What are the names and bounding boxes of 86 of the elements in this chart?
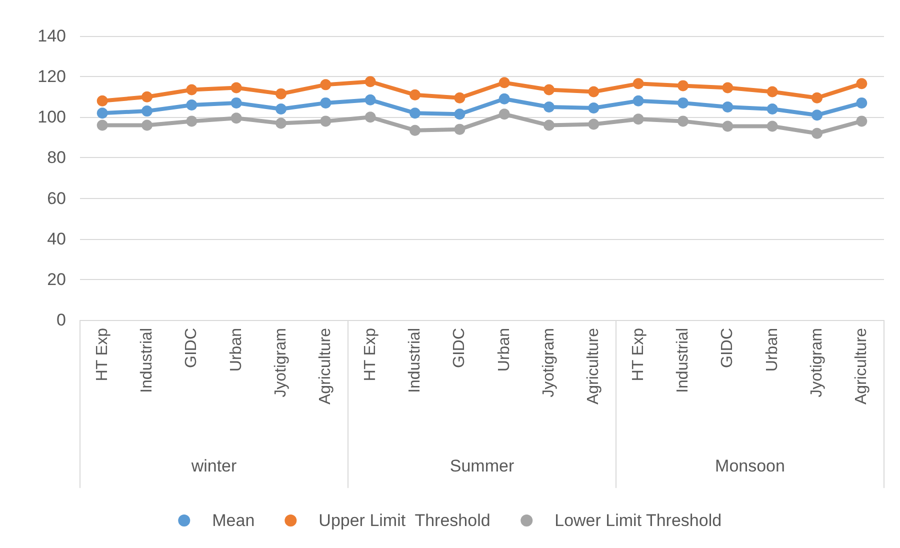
y-tick-label: 20	[47, 270, 66, 289]
y-tick-label: 60	[47, 188, 66, 208]
x-tick-label: Industrial	[674, 328, 692, 393]
x-tick-label: GIDC	[719, 328, 736, 368]
point	[230, 112, 242, 124]
y-tick-label: 80	[47, 148, 66, 168]
x-tick-label: Agriculture	[317, 328, 334, 404]
y-tick-label: 120	[38, 67, 66, 86]
point	[230, 97, 242, 108]
text: Summer	[450, 456, 514, 476]
point	[544, 84, 554, 96]
point	[410, 124, 420, 136]
point	[498, 93, 510, 104]
point	[812, 110, 822, 121]
legend-label: Mean	[212, 511, 255, 530]
y-tick-label: 100	[38, 108, 66, 127]
point	[186, 116, 198, 127]
point	[186, 99, 198, 110]
point	[142, 120, 152, 131]
point	[96, 95, 108, 106]
point	[856, 97, 868, 108]
point	[364, 94, 376, 106]
point	[498, 77, 510, 88]
point	[678, 80, 688, 92]
point	[856, 116, 868, 127]
point	[588, 102, 600, 114]
x-tick-label: Agriculture	[853, 328, 870, 404]
point	[722, 120, 734, 132]
x-tick-label: Agriculture	[585, 328, 602, 404]
point	[544, 120, 554, 131]
point	[276, 88, 286, 100]
x-tick-label: Jyotigram	[808, 328, 826, 398]
x-tick-label: Jyotigram	[540, 328, 558, 398]
point	[96, 120, 108, 131]
point	[588, 86, 600, 98]
point	[856, 78, 868, 90]
point	[276, 118, 286, 129]
text: Monsoon	[715, 456, 785, 476]
legend-label: Lower Limit Threshold	[554, 511, 722, 530]
point	[632, 95, 644, 106]
x-tick-label: Urban	[228, 328, 245, 372]
point	[96, 108, 108, 119]
point	[410, 89, 420, 100]
point	[722, 82, 734, 94]
point	[142, 91, 152, 102]
point	[364, 76, 376, 88]
x-tick-label: HT Exp	[94, 328, 111, 382]
x-tick-label: GIDC	[451, 328, 468, 368]
point	[230, 82, 242, 94]
point	[454, 124, 466, 135]
point	[186, 84, 198, 96]
text: winter	[190, 456, 238, 476]
x-tick-label: Urban	[764, 328, 781, 372]
point	[320, 79, 332, 90]
point	[454, 108, 466, 120]
point	[410, 108, 420, 119]
y-tick-label: 0	[56, 310, 66, 330]
point	[678, 116, 688, 127]
x-tick-label: Urban	[496, 328, 513, 372]
point	[812, 92, 822, 104]
point	[766, 104, 778, 115]
point	[632, 114, 644, 125]
point	[632, 78, 644, 90]
point	[678, 97, 688, 108]
point	[320, 97, 332, 108]
x-tick-label: Industrial	[138, 328, 156, 393]
point	[766, 120, 778, 132]
point	[498, 108, 510, 120]
point	[766, 86, 778, 98]
y-tick-label: 140	[38, 26, 66, 46]
point	[276, 104, 286, 115]
point	[454, 92, 466, 104]
x-tick-label: Industrial	[406, 328, 424, 393]
x-tick-label: HT Exp	[362, 328, 379, 382]
x-tick-label: HT Exp	[630, 328, 647, 382]
x-tick-label: GIDC	[183, 328, 200, 368]
point	[588, 118, 600, 130]
point	[142, 106, 152, 117]
point	[812, 128, 822, 139]
point	[722, 102, 734, 112]
legend-label: Upper Limit Threshold	[318, 511, 490, 530]
x-tick-label: Jyotigram	[272, 328, 290, 398]
point	[544, 102, 554, 112]
point	[320, 116, 332, 127]
point	[364, 112, 376, 123]
y-tick-label: 40	[47, 229, 66, 248]
